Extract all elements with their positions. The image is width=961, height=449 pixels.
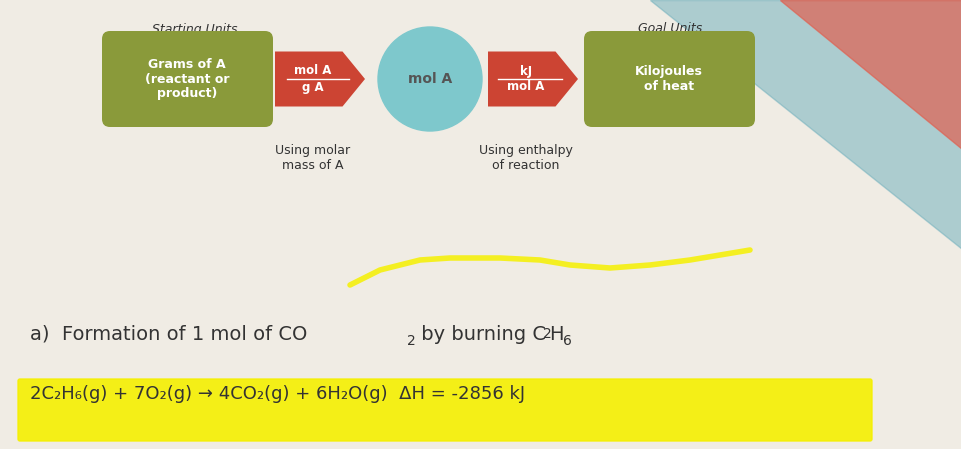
FancyBboxPatch shape xyxy=(102,31,273,127)
Text: g A: g A xyxy=(302,80,323,93)
Text: by burning C: by burning C xyxy=(414,325,546,343)
Text: a)  Formation of 1 mol of CO: a) Formation of 1 mol of CO xyxy=(30,325,308,343)
Text: 2: 2 xyxy=(542,327,552,341)
Text: Using molar
mass of A: Using molar mass of A xyxy=(275,144,350,172)
Text: mol A: mol A xyxy=(506,80,544,93)
Text: 2C₂H₆(g) + 7O₂(g) → 4CO₂(g) + 6H₂O(g)  ΔH = -2856 kJ: 2C₂H₆(g) + 7O₂(g) → 4CO₂(g) + 6H₂O(g) ΔH… xyxy=(30,385,525,403)
Text: Goal Units: Goal Units xyxy=(637,22,702,35)
Text: H: H xyxy=(549,325,563,343)
Text: Kilojoules
of heat: Kilojoules of heat xyxy=(634,65,702,93)
Polygon shape xyxy=(779,0,961,149)
Circle shape xyxy=(378,27,481,131)
Text: mol A: mol A xyxy=(294,65,332,78)
Text: mol A: mol A xyxy=(407,72,452,86)
Text: 2: 2 xyxy=(407,334,415,348)
Text: Starting Units: Starting Units xyxy=(152,22,237,35)
FancyBboxPatch shape xyxy=(583,31,754,127)
FancyBboxPatch shape xyxy=(18,379,871,441)
Text: Grams of A
(reactant or
product): Grams of A (reactant or product) xyxy=(144,57,229,101)
Polygon shape xyxy=(650,0,961,249)
Text: kJ: kJ xyxy=(519,65,531,78)
Polygon shape xyxy=(275,52,364,106)
Text: Using enthalpy
of reaction: Using enthalpy of reaction xyxy=(479,144,572,172)
Polygon shape xyxy=(487,52,578,106)
Text: 6: 6 xyxy=(562,334,571,348)
